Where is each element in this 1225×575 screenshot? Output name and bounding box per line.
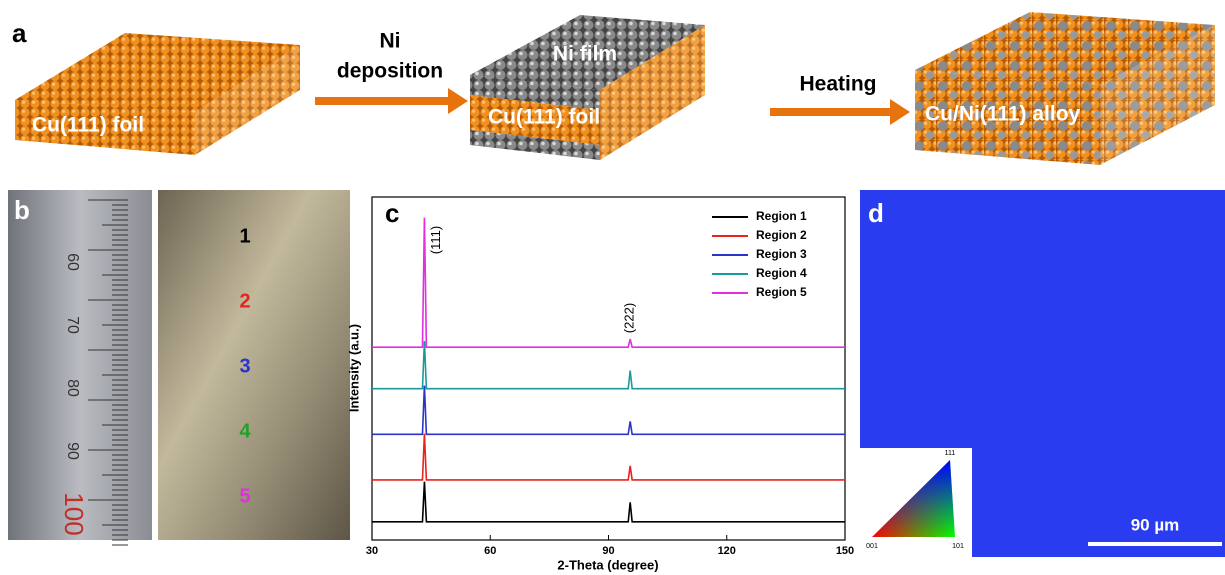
ruler-label: 100 [59, 492, 89, 535]
arrow-label: deposition [337, 60, 443, 83]
xrd-line [372, 482, 845, 522]
panel-label: b [14, 195, 30, 225]
region-label: 2 [239, 290, 250, 312]
peak-annotation: (222) [622, 303, 637, 333]
ipf-label: 101 [952, 543, 964, 550]
alloy-label: Cu/Ni(111) alloy [925, 103, 1081, 126]
gap [152, 190, 158, 540]
panel-label: d [868, 198, 884, 228]
panel-a: a Cu(111) foil Ni deposition Ni film Cu(… [12, 12, 1215, 165]
foil-label: Cu(111) foil [32, 114, 144, 137]
x-tick-label: 30 [366, 545, 378, 557]
ruler-label: 60 [64, 253, 81, 271]
region-label: 5 [239, 485, 250, 507]
foil-label: Cu(111) foil [488, 106, 600, 129]
panel-c: c 2-Theta (degree) Intensity (a.u.) 30 60… [346, 197, 854, 572]
xrd-line [372, 434, 845, 480]
panel-d: d 111 001 101 90 µm [860, 190, 1225, 557]
scale-bar-label: 90 µm [1131, 515, 1180, 534]
film-label: Ni film [553, 43, 617, 66]
legend-label: Region 4 [756, 266, 807, 280]
legend-label: Region 1 [756, 209, 807, 223]
y-axis-label: Intensity (a.u.) [346, 324, 361, 412]
arrow [315, 88, 468, 114]
figure: a Cu(111) foil Ni deposition Ni film Cu(… [0, 0, 1225, 575]
region-label: 1 [239, 225, 250, 247]
x-tick-label: 60 [484, 545, 496, 557]
x-axis-label: 2-Theta (degree) [557, 557, 658, 572]
region-label: 4 [239, 420, 251, 442]
panel-label: a [12, 18, 27, 48]
foil-photo [158, 190, 350, 540]
panel-b: b 60 70 80 90 100 1 2 3 4 5 [8, 190, 350, 545]
peak-annotation: (111) [428, 226, 443, 254]
ipf-label: 111 [945, 450, 956, 457]
arrow-label: Heating [799, 73, 876, 96]
x-tick-label: 90 [602, 545, 614, 557]
panel-label: c [385, 198, 399, 228]
arrow [770, 99, 910, 125]
legend-label: Region 5 [756, 285, 807, 299]
xrd-line [372, 341, 845, 389]
ruler-photo [8, 190, 152, 540]
legend-label: Region 3 [756, 247, 807, 261]
ruler-label: 90 [64, 442, 81, 460]
region-label: 3 [239, 355, 250, 377]
x-tick-label: 150 [836, 545, 854, 557]
x-tick-label: 120 [718, 545, 736, 557]
arrow-label: Ni [380, 30, 401, 53]
legend-label: Region 2 [756, 228, 807, 242]
ipf-label: 001 [866, 543, 878, 550]
xrd-line [372, 386, 845, 435]
ruler-label: 70 [64, 316, 81, 334]
ruler-label: 80 [64, 379, 81, 397]
